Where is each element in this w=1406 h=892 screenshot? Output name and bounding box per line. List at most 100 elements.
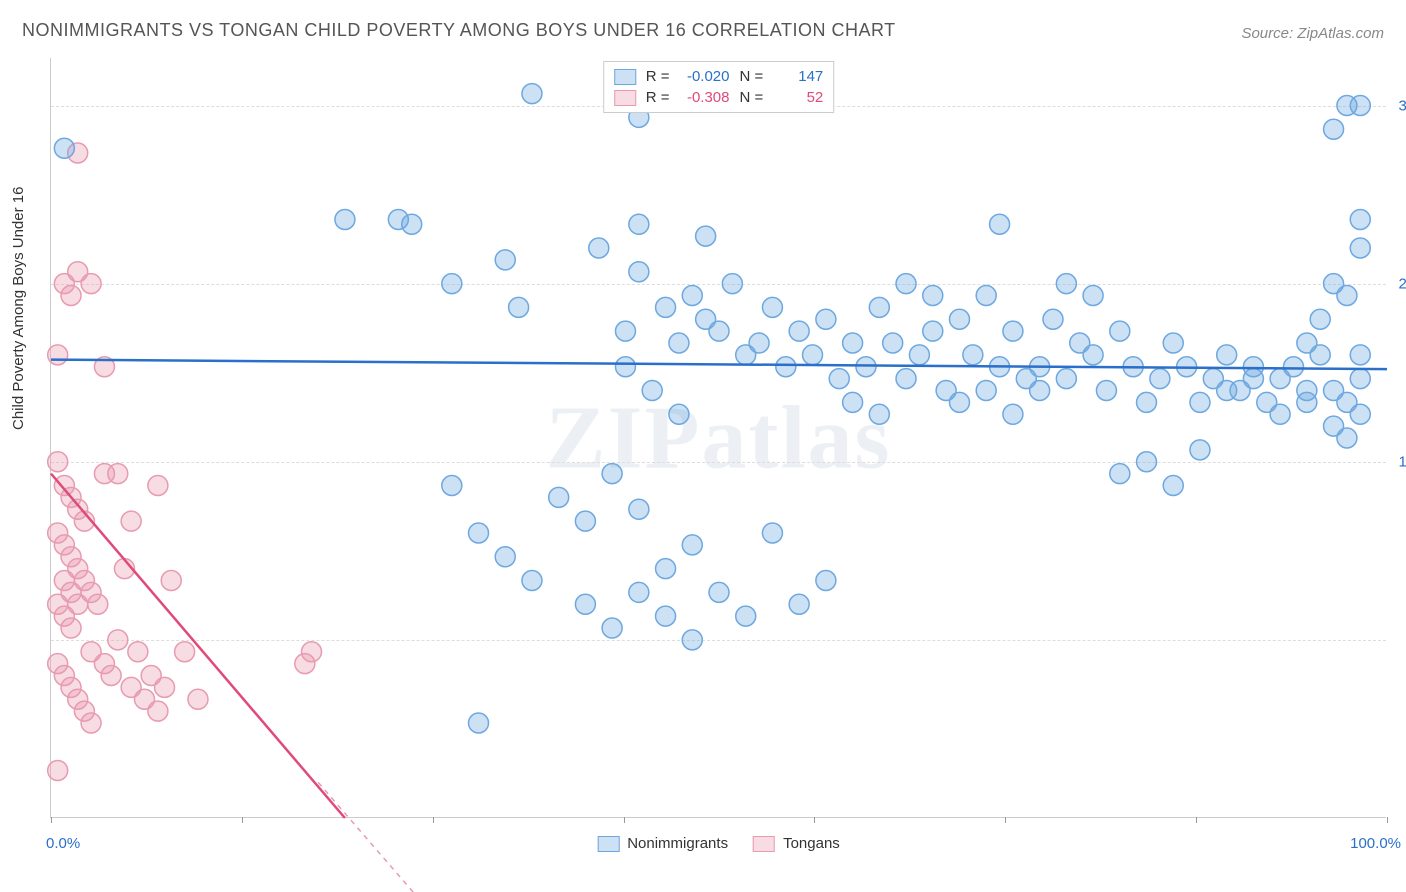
scatter-point: [896, 369, 916, 389]
scatter-point: [495, 547, 515, 567]
scatter-point: [48, 761, 68, 781]
scatter-point: [629, 499, 649, 519]
scatter-point: [656, 559, 676, 579]
scatter-point: [1297, 392, 1317, 412]
scatter-point: [602, 464, 622, 484]
ytick-label: 22.5%: [1398, 275, 1406, 292]
scatter-point: [509, 297, 529, 317]
scatter-point: [1324, 274, 1344, 294]
scatter-point: [1003, 321, 1023, 341]
scatter-point: [469, 713, 489, 733]
n-label: N =: [740, 68, 764, 85]
scatter-point: [803, 345, 823, 365]
scatter-point: [1190, 440, 1210, 460]
scatter-point: [1110, 321, 1130, 341]
scatter-point: [629, 582, 649, 602]
scatter-point: [495, 250, 515, 270]
scatter-point: [442, 274, 462, 294]
scatter-point: [736, 606, 756, 626]
scatter-point: [575, 511, 595, 531]
scatter-point: [869, 297, 889, 317]
r-label: R =: [646, 89, 670, 106]
legend-item-nonimmigrants: Nonimmigrants: [597, 835, 728, 852]
scatter-point: [682, 630, 702, 650]
scatter-point: [61, 618, 81, 638]
ytick-label: 30.0%: [1398, 97, 1406, 114]
scatter-point: [949, 392, 969, 412]
r-label: R =: [646, 68, 670, 85]
scatter-point: [1083, 286, 1103, 306]
scatter-point: [1110, 464, 1130, 484]
scatter-point: [1150, 369, 1170, 389]
r-value: -0.308: [680, 89, 730, 106]
scatter-point: [81, 713, 101, 733]
scatter-point: [749, 333, 769, 353]
scatter-point: [615, 357, 635, 377]
scatter-point: [976, 286, 996, 306]
scatter-point: [1283, 357, 1303, 377]
scatter-point: [1297, 333, 1317, 353]
legend-item-tongans: Tongans: [753, 835, 840, 852]
scatter-point: [335, 210, 355, 230]
scatter-point: [108, 630, 128, 650]
scatter-point: [1350, 210, 1370, 230]
scatter-point: [128, 642, 148, 662]
scatter-point: [829, 369, 849, 389]
scatter-point: [722, 274, 742, 294]
x-end-label: 100.0%: [1350, 835, 1401, 852]
scatter-point: [762, 523, 782, 543]
scatter-point: [949, 309, 969, 329]
scatter-point: [402, 214, 422, 234]
scatter-point: [88, 594, 108, 614]
xtick-mark: [1196, 817, 1197, 823]
scatter-point: [121, 511, 141, 531]
scatter-point: [108, 464, 128, 484]
scatter-point: [642, 381, 662, 401]
scatter-point: [1137, 392, 1157, 412]
scatter-point: [442, 476, 462, 496]
scatter-point: [1350, 238, 1370, 258]
scatter-point: [789, 321, 809, 341]
swatch-icon: [614, 69, 636, 85]
r-value: -0.020: [680, 68, 730, 85]
scatter-point: [1083, 345, 1103, 365]
scatter-point: [1350, 345, 1370, 365]
scatter-point: [1337, 428, 1357, 448]
scatter-point: [589, 238, 609, 258]
scatter-point: [816, 571, 836, 591]
scatter-point: [656, 297, 676, 317]
scatter-point: [843, 392, 863, 412]
scatter-point: [1217, 345, 1237, 365]
scatter-point: [1096, 381, 1116, 401]
scatter-point: [1243, 369, 1263, 389]
scatter-point: [1337, 96, 1357, 116]
scatter-point: [909, 345, 929, 365]
plot-area: ZIPatlas 7.5%15.0%22.5%30.0% R = -0.020 …: [50, 58, 1386, 818]
scatter-point: [669, 333, 689, 353]
scatter-point: [522, 571, 542, 591]
scatter-point: [629, 262, 649, 282]
n-label: N =: [740, 89, 764, 106]
scatter-point: [155, 677, 175, 697]
swatch-icon: [614, 90, 636, 106]
scatter-point: [1324, 119, 1344, 139]
scatter-point: [669, 404, 689, 424]
scatter-point: [709, 582, 729, 602]
scatter-point: [963, 345, 983, 365]
scatter-point: [1163, 333, 1183, 353]
scatter-point: [1350, 369, 1370, 389]
stats-row-nonimmigrants: R = -0.020 N = 147: [614, 66, 824, 87]
scatter-point: [883, 333, 903, 353]
scatter-point: [896, 274, 916, 294]
scatter-point: [1163, 476, 1183, 496]
scatter-point: [682, 535, 702, 555]
scatter-point: [48, 345, 68, 365]
scatter-point: [1030, 381, 1050, 401]
trendline-tongans-dashed: [318, 782, 452, 892]
scatter-point: [776, 357, 796, 377]
scatter-point: [1190, 392, 1210, 412]
scatter-point: [1137, 452, 1157, 472]
scatter-point: [1310, 309, 1330, 329]
xtick-mark: [242, 817, 243, 823]
scatter-point: [602, 618, 622, 638]
